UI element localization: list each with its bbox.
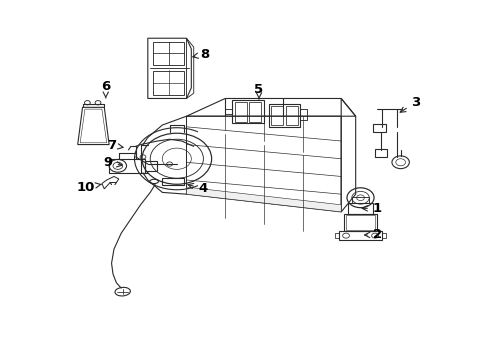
Bar bbox=[374, 149, 386, 157]
Bar bbox=[270, 105, 283, 125]
Text: 9: 9 bbox=[103, 157, 122, 170]
Bar bbox=[109, 159, 145, 173]
Text: 8: 8 bbox=[192, 48, 209, 61]
Bar bbox=[162, 178, 183, 185]
Bar bbox=[249, 102, 261, 122]
Bar bbox=[285, 105, 297, 125]
Text: 7: 7 bbox=[107, 139, 123, 152]
Bar bbox=[348, 203, 372, 214]
Text: 4: 4 bbox=[187, 183, 207, 195]
Bar bbox=[346, 215, 374, 230]
Bar bbox=[152, 42, 183, 65]
Bar bbox=[152, 71, 183, 95]
Bar bbox=[372, 124, 386, 132]
Polygon shape bbox=[186, 187, 341, 212]
Bar bbox=[343, 214, 377, 231]
Text: 3: 3 bbox=[399, 95, 420, 112]
Bar bbox=[351, 197, 368, 203]
Text: 10: 10 bbox=[77, 181, 101, 194]
Bar bbox=[234, 102, 246, 122]
Text: 2: 2 bbox=[364, 229, 381, 242]
Text: 1: 1 bbox=[362, 202, 381, 215]
Bar bbox=[145, 161, 157, 171]
Text: 5: 5 bbox=[254, 83, 263, 99]
Text: 6: 6 bbox=[101, 80, 110, 98]
